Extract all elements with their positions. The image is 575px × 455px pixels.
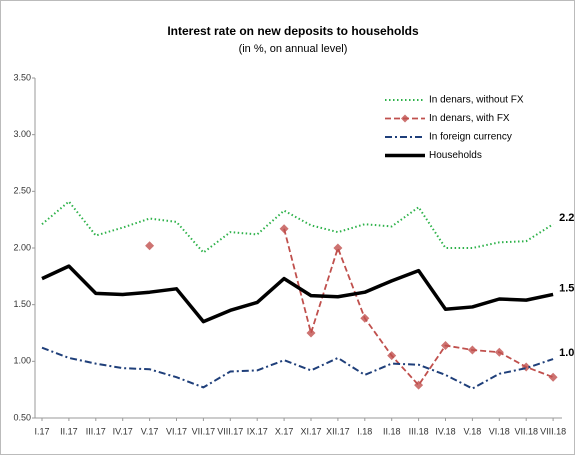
y-tick-label: 1.00 (13, 356, 31, 366)
series-marker (467, 345, 477, 355)
x-tick-label: VI.17 (166, 426, 187, 436)
series-marker (494, 347, 504, 357)
legend-label: Households (429, 150, 482, 161)
legend-label: In denars, with FX (429, 113, 510, 124)
x-tick-label: IV.17 (113, 426, 133, 436)
chart-title: Interest rate on new deposits to househo… (167, 24, 419, 38)
y-tick-label: 1.50 (13, 299, 31, 309)
x-tick-label: I.18 (357, 426, 372, 436)
x-tick-label: III.17 (86, 426, 106, 436)
legend-label: In foreign currency (429, 132, 512, 143)
x-tick-label: VII.17 (192, 426, 216, 436)
series-marker (333, 243, 343, 253)
end-label: 2.2 (559, 212, 574, 224)
y-tick-label: 3.00 (13, 129, 31, 139)
y-tick-label: 2.00 (13, 242, 31, 252)
x-tick-label: V.17 (141, 426, 159, 436)
series-marker (414, 380, 424, 390)
series-marker (279, 224, 289, 234)
legend-label: In denars, without FX (429, 95, 524, 106)
x-tick-label: X.17 (275, 426, 294, 436)
series-line (41, 200, 554, 254)
legend-marker (401, 114, 409, 123)
x-tick-label: IX.17 (247, 426, 268, 436)
series-marker (306, 328, 316, 338)
x-tick-label: XI.17 (300, 426, 321, 436)
series-marker (360, 313, 370, 323)
series-marker (145, 241, 155, 251)
x-tick-label: VIII.17 (217, 426, 243, 436)
x-tick-label: V.18 (464, 426, 482, 436)
x-tick-label: VII.18 (514, 426, 538, 436)
x-tick-label: I.17 (34, 426, 49, 436)
x-tick-label: IV.18 (435, 426, 455, 436)
y-tick-label: 3.50 (13, 72, 31, 82)
chart-subtitle: (in %, on annual level) (239, 43, 348, 55)
x-tick-label: II.18 (383, 426, 401, 436)
end-label: 1.5 (559, 282, 574, 294)
series-marker (387, 351, 397, 361)
series-line (283, 228, 554, 387)
y-tick-label: 2.50 (13, 186, 31, 196)
x-tick-label: II.17 (60, 426, 78, 436)
series-line (41, 264, 554, 324)
x-tick-label: VI.18 (489, 426, 510, 436)
series-marker (441, 340, 450, 350)
x-tick-label: III.18 (409, 426, 429, 436)
y-tick-label: 0.50 (13, 412, 31, 422)
series-marker (548, 372, 558, 382)
x-tick-label: XII.17 (326, 426, 350, 436)
series-line (41, 346, 554, 390)
end-label: 1.0 (559, 347, 574, 359)
x-tick-label: VIII.18 (540, 426, 566, 436)
